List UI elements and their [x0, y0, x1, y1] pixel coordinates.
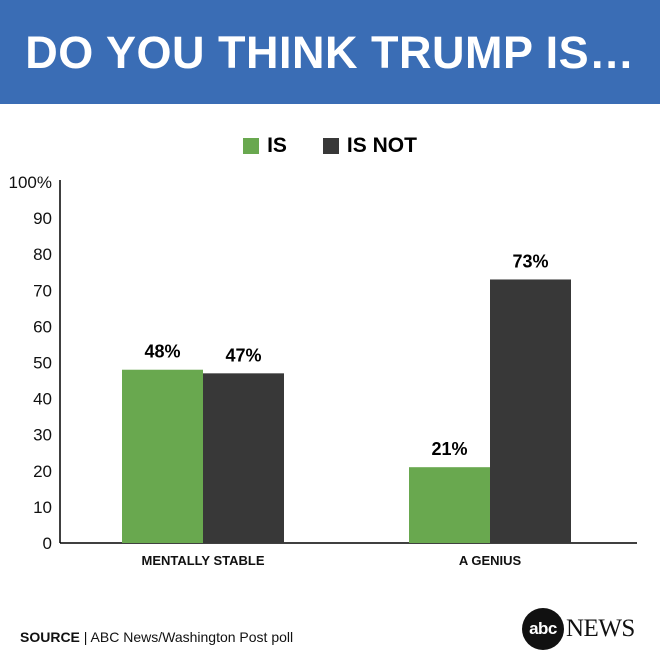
- y-tick-label: 100%: [9, 173, 52, 192]
- abc-news-logo: abc NEWS: [522, 607, 635, 651]
- abc-logo-circle: abc: [522, 608, 564, 650]
- bar: [490, 279, 571, 543]
- bar: [122, 369, 203, 543]
- y-tick-label: 40: [33, 390, 52, 409]
- bar-chart: 0 10 20 30 40 50 60 70 80 90 100% 48% 47% MENTALLY ST…: [9, 173, 637, 568]
- y-tick-label: 80: [33, 245, 52, 264]
- data-label: 48%: [144, 342, 180, 362]
- legend-item-is: IS: [243, 134, 287, 158]
- source-text: | ABC News/Washington Post poll: [83, 629, 294, 645]
- legend-label-is: IS: [267, 134, 287, 157]
- y-tick-label: 0: [43, 534, 52, 553]
- news-logo-text: NEWS: [566, 615, 635, 642]
- data-label: 73%: [512, 251, 548, 271]
- header-banner: DO YOU THINK TRUMP IS…: [0, 0, 660, 104]
- data-label: 47%: [225, 345, 261, 365]
- bar: [409, 467, 490, 543]
- y-tick-label: 70: [33, 281, 52, 300]
- y-tick-label: 60: [33, 317, 52, 336]
- y-tick-label: 30: [33, 426, 52, 445]
- legend-label-is-not: IS NOT: [346, 134, 417, 157]
- legend-swatch-is-not: [322, 138, 339, 154]
- y-tick-label: 10: [33, 498, 52, 517]
- legend: IS IS NOT: [0, 132, 660, 160]
- chart-title: DO YOU THINK TRUMP IS…: [25, 27, 635, 78]
- legend-item-is-not: IS NOT: [322, 134, 417, 158]
- bar: [203, 373, 284, 543]
- y-tick-label: 90: [33, 209, 52, 228]
- data-label: 21%: [431, 439, 467, 459]
- source-label: SOURCE: [20, 629, 80, 645]
- x-tick-label: MENTALLY STABLE: [141, 553, 264, 568]
- source-note: SOURCE | ABC News/Washington Post poll: [20, 629, 293, 645]
- y-tick-label: 20: [33, 462, 52, 481]
- x-tick-label: A GENIUS: [459, 553, 522, 568]
- y-tick-label: 50: [33, 354, 52, 373]
- legend-swatch-is: [243, 138, 260, 154]
